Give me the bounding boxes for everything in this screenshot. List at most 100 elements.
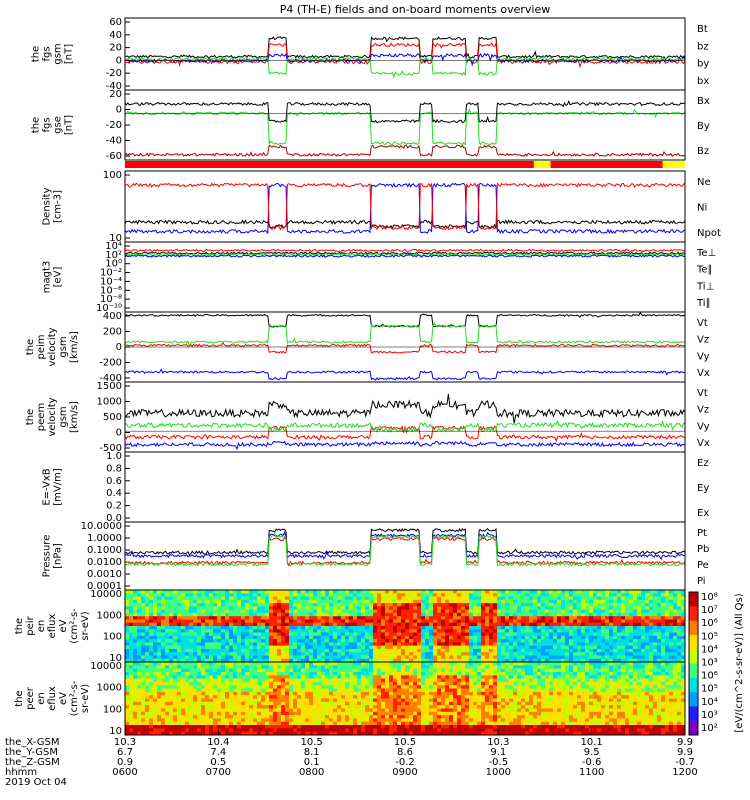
spectrogram-cell bbox=[225, 711, 230, 716]
spectrogram-cell bbox=[293, 721, 298, 726]
spectrogram-cell bbox=[645, 642, 650, 646]
spectrogram-cell bbox=[129, 721, 134, 726]
spectrogram-cell bbox=[445, 609, 450, 614]
spectrogram-cell bbox=[173, 731, 178, 736]
spectrogram-cell bbox=[185, 635, 190, 640]
spectrogram-cell bbox=[417, 655, 422, 660]
spectrogram-cell bbox=[345, 681, 350, 686]
spectrogram-cell bbox=[457, 622, 462, 627]
spectrogram-cell bbox=[165, 635, 170, 640]
spectrogram-cell bbox=[305, 658, 310, 663]
spectrogram-cell bbox=[517, 606, 522, 610]
spectrogram-cell bbox=[209, 645, 214, 650]
ytick-label: 20 bbox=[109, 43, 122, 54]
spectrogram-cell bbox=[425, 619, 430, 624]
spectrogram-cell bbox=[201, 705, 206, 709]
spectrogram-cell bbox=[213, 705, 218, 709]
spectrogram-cell bbox=[521, 616, 526, 620]
spectrogram-cell bbox=[289, 612, 294, 617]
spectrogram-cell bbox=[245, 639, 250, 643]
spectrogram-cell bbox=[361, 698, 366, 703]
ylabel-line: en bbox=[36, 692, 47, 705]
spectrogram-cell bbox=[445, 619, 450, 624]
spectrogram-cell bbox=[369, 658, 374, 663]
spectrogram-cell bbox=[177, 626, 182, 630]
spectrogram-cell bbox=[573, 593, 578, 597]
spectrogram-cell bbox=[613, 629, 618, 633]
spectrogram-cell bbox=[209, 731, 214, 736]
spectrogram-cell bbox=[321, 708, 326, 713]
spectrogram-cell bbox=[353, 616, 358, 620]
spectrogram-cell bbox=[381, 688, 386, 693]
spectrogram-cell bbox=[641, 599, 646, 604]
spectrogram-cell bbox=[225, 662, 230, 666]
spectrogram-cell bbox=[409, 626, 414, 630]
spectrogram-cell bbox=[173, 728, 178, 732]
spectrogram-cell bbox=[473, 612, 478, 617]
spectrogram-cell bbox=[161, 725, 166, 729]
spectrogram-cell bbox=[257, 711, 262, 716]
spectrogram-cell bbox=[569, 599, 574, 604]
spectrogram-cell bbox=[253, 626, 258, 630]
spectrogram-cell bbox=[189, 626, 194, 630]
spectrogram-cell bbox=[221, 606, 226, 610]
spectrogram-cell bbox=[137, 701, 142, 706]
spectrogram-cell bbox=[297, 728, 302, 732]
spectrogram-cell bbox=[397, 678, 402, 683]
spectrogram-cell bbox=[489, 626, 494, 630]
spectrogram-cell bbox=[241, 665, 246, 669]
spectrogram-cell bbox=[389, 731, 394, 736]
spectrogram-cell bbox=[125, 639, 130, 643]
spectrogram-cell bbox=[145, 662, 150, 666]
spectrogram-cell bbox=[149, 701, 154, 706]
spectrogram-cell bbox=[325, 652, 330, 656]
spectrogram-cell bbox=[489, 596, 494, 601]
spectrogram-cell bbox=[149, 681, 154, 686]
spectrogram-cell bbox=[517, 632, 522, 637]
spectrogram-cell bbox=[529, 652, 534, 656]
spectrogram-cell bbox=[213, 691, 218, 696]
spectrogram-cell bbox=[549, 658, 554, 663]
ytick-label: 400 bbox=[103, 311, 122, 322]
spectrogram-cell bbox=[217, 675, 222, 679]
spectrogram-cell bbox=[449, 599, 454, 604]
spectrogram-cell bbox=[245, 622, 250, 627]
spectrogram-cell bbox=[417, 718, 422, 722]
spectrogram-cell bbox=[437, 616, 442, 620]
spectrogram-cell bbox=[417, 711, 422, 716]
spectrogram-cell bbox=[361, 590, 366, 594]
panel-temp: magt3 [eV]10⁴10²10⁰10⁻²10⁻⁴10⁻⁶10⁻⁸10⁻¹⁰T… bbox=[42, 241, 717, 314]
spectrogram-cell bbox=[125, 721, 130, 726]
spectrogram-cell bbox=[673, 629, 678, 633]
spectrogram-cell bbox=[425, 708, 430, 713]
spectrogram-cell bbox=[153, 593, 158, 597]
spectrogram-cell bbox=[153, 685, 158, 689]
spectrogram-cell bbox=[425, 599, 430, 604]
spectrogram-cell bbox=[549, 655, 554, 660]
spectrogram-cell bbox=[385, 715, 390, 719]
ytick-label: 0.8 bbox=[106, 463, 122, 474]
spectrogram-cell bbox=[293, 698, 298, 703]
spectrogram-cell bbox=[369, 635, 374, 640]
spectrogram-cell bbox=[385, 609, 390, 614]
spectrogram-cell bbox=[125, 612, 130, 617]
spectrogram-cell bbox=[445, 616, 450, 620]
spectrogram-cell bbox=[677, 593, 682, 597]
spectrogram-cell bbox=[277, 622, 282, 627]
spectrogram-cell bbox=[237, 648, 242, 653]
spectrogram-cell bbox=[669, 635, 674, 640]
spectrogram-cell bbox=[205, 639, 210, 643]
spectrogram-cell bbox=[509, 652, 514, 656]
spectrogram-cell bbox=[365, 695, 370, 699]
spectrogram-cell bbox=[597, 658, 602, 663]
spectrogram-cell bbox=[365, 662, 370, 666]
spectrogram-cell bbox=[269, 731, 274, 736]
spectrogram-cell bbox=[209, 658, 214, 663]
spectrogram-cell bbox=[213, 715, 218, 719]
spectrogram-cell bbox=[273, 725, 278, 729]
spectrogram-cell bbox=[529, 632, 534, 637]
spectrogram-cell bbox=[489, 645, 494, 650]
spectrogram-cell bbox=[409, 622, 414, 627]
spectrogram-cell bbox=[417, 626, 422, 630]
spectrogram-cell bbox=[425, 711, 430, 716]
